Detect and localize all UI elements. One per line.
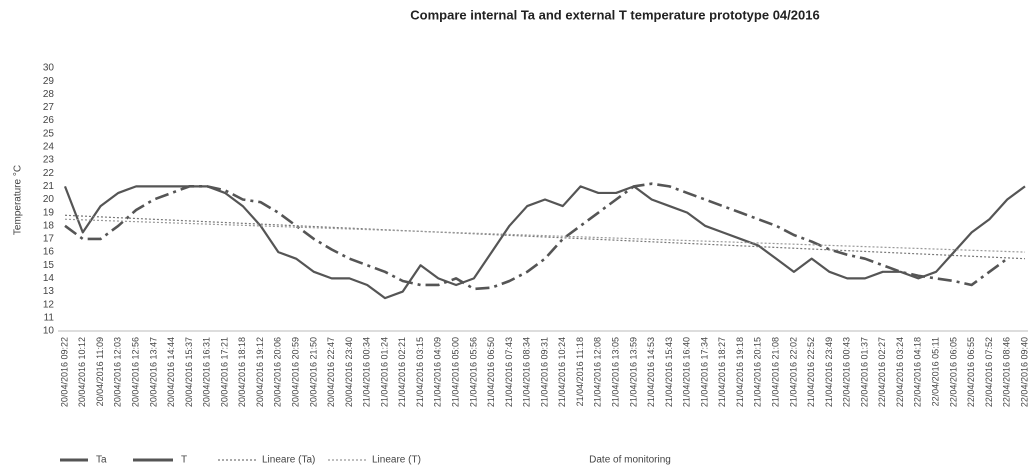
y-tick-label: 23 (43, 155, 55, 166)
y-tick-label: 10 (43, 326, 55, 337)
x-tick-label: 21/04/2016 02:21 (397, 337, 407, 407)
x-tick-label: 21/04/2016 05:00 (450, 337, 460, 407)
x-tick-label: 22/04/2016 00:43 (842, 337, 852, 407)
x-tick-label: 21/04/2016 14:53 (646, 337, 656, 407)
x-tick-label: 20/04/2016 11:09 (95, 337, 105, 406)
series-line (63, 185, 1026, 300)
x-tick-label: 22/04/2016 06:55 (966, 337, 976, 407)
x-tick-label: 20/04/2016 14:44 (166, 337, 176, 407)
x-tick-label: 20/04/2016 23:40 (344, 337, 354, 407)
x-tick-label: 22/04/2016 01:37 (859, 337, 869, 407)
y-tick-label: 11 (44, 312, 55, 323)
x-tick-label: 20/04/2016 18:18 (237, 337, 247, 407)
x-tick-label: 21/04/2016 20:15 (753, 337, 763, 407)
x-tick-label: 20/04/2016 21:50 (308, 337, 318, 407)
x-tick-label: 22/04/2016 09:40 (1019, 337, 1029, 407)
x-tick-label: 21/04/2016 04:09 (433, 337, 443, 407)
legend-label: T (181, 455, 187, 466)
x-tick-label: 21/04/2016 22:02 (788, 337, 798, 407)
y-tick-label: 22 (43, 168, 55, 179)
y-tick-label: 28 (43, 89, 55, 100)
series-line (64, 182, 1008, 291)
x-tick-label: 21/04/2016 01:24 (379, 337, 389, 407)
x-tick-label: 21/04/2016 03:15 (415, 337, 425, 407)
y-tick-label: 16 (43, 247, 55, 258)
y-tick-label: 25 (43, 128, 55, 139)
x-tick-label: 22/04/2016 07:52 (984, 337, 994, 407)
x-tick-label: 20/04/2016 09:22 (59, 337, 69, 407)
x-tick-label: 21/04/2016 12:08 (593, 337, 603, 407)
x-tick-label: 21/04/2016 11:18 (575, 337, 585, 406)
x-tick-label: 20/04/2016 12:56 (130, 337, 140, 407)
x-tick-label: 21/04/2016 15:43 (664, 337, 674, 407)
y-tick-label: 19 (43, 207, 55, 218)
x-tick-label: 20/04/2016 20:06 (273, 337, 283, 407)
x-axis-label: Date of monitoring (589, 455, 671, 466)
x-tick-label: 20/04/2016 20:59 (290, 337, 300, 407)
y-tick-label: 12 (43, 299, 55, 310)
chart-title: Compare internal Ta and external T tempe… (410, 7, 819, 22)
x-tick-label: 21/04/2016 22:52 (806, 337, 816, 407)
x-tick-label: 21/04/2016 13:05 (610, 337, 620, 407)
legend-label: Ta (96, 455, 107, 466)
x-tick-label: 21/04/2016 23:49 (824, 337, 834, 407)
legend-label: Lineare (Ta) (262, 455, 315, 466)
y-tick-label: 13 (43, 286, 55, 297)
x-tick-label: 22/04/2016 05:11 (930, 337, 940, 406)
y-tick-label: 26 (43, 115, 55, 126)
x-tick-label: 20/04/2016 19:12 (255, 337, 265, 407)
x-tick-label: 20/04/2016 15:37 (184, 337, 194, 407)
x-tick-label: 20/04/2016 17:21 (219, 337, 229, 407)
x-tick-label: 21/04/2016 17:34 (699, 337, 709, 407)
x-tick-label: 20/04/2016 12:03 (113, 337, 123, 407)
x-tick-label: 22/04/2016 08:46 (1002, 337, 1012, 407)
trend-line (64, 218, 1026, 253)
y-tick-label: 18 (43, 220, 55, 231)
x-tick-label: 22/04/2016 06:05 (948, 337, 958, 407)
x-tick-label: 21/04/2016 19:18 (735, 337, 745, 407)
x-tick-label: 20/04/2016 13:47 (148, 337, 158, 407)
legend-label: Lineare (T) (372, 455, 421, 466)
x-tick-label: 21/04/2016 16:40 (682, 337, 692, 407)
y-tick-label: 29 (43, 76, 55, 87)
y-tick-label: 21 (43, 181, 55, 192)
x-tick-label: 22/04/2016 02:27 (877, 337, 887, 407)
y-tick-label: 30 (43, 63, 55, 74)
x-tick-label: 20/04/2016 16:31 (202, 337, 212, 407)
x-tick-label: 21/04/2016 10:24 (557, 337, 567, 407)
y-tick-label: 24 (43, 142, 55, 153)
x-tick-label: 22/04/2016 03:24 (895, 337, 905, 407)
y-tick-label: 27 (43, 102, 55, 113)
y-tick-label: 20 (43, 194, 55, 205)
x-tick-label: 20/04/2016 22:47 (326, 337, 336, 407)
y-tick-label: 14 (43, 273, 55, 284)
x-tick-label: 21/04/2016 09:31 (539, 337, 549, 407)
x-tick-label: 21/04/2016 18:27 (717, 337, 727, 407)
x-tick-label: 21/04/2016 21:08 (770, 337, 780, 407)
x-tick-label: 21/04/2016 13:59 (628, 337, 638, 407)
x-tick-label: 21/04/2016 00:34 (362, 337, 372, 407)
y-tick-label: 17 (43, 234, 55, 245)
x-tick-label: 21/04/2016 08:34 (522, 337, 532, 407)
x-tick-label: 21/04/2016 07:43 (504, 337, 514, 407)
y-tick-label: 15 (43, 260, 55, 271)
x-tick-label: 21/04/2016 05:56 (468, 337, 478, 407)
x-tick-label: 21/04/2016 06:50 (486, 337, 496, 407)
y-axis-label: Temperature °C (13, 165, 24, 235)
x-tick-label: 20/04/2016 10:12 (77, 337, 87, 407)
x-tick-label: 22/04/2016 04:18 (913, 337, 923, 407)
trend-line (64, 214, 1026, 260)
